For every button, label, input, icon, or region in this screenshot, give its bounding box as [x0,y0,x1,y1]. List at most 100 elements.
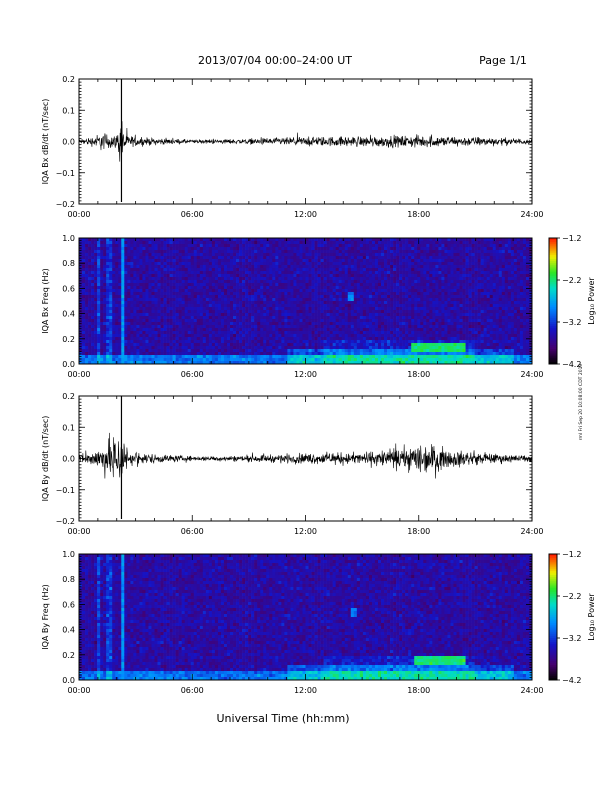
bx-spectrogram-cell [194,331,197,334]
bx-spectrogram-cell [333,241,336,244]
bx-spectrogram-cell [209,319,212,322]
bx-spectrogram-cell [348,262,351,265]
bx-spectrogram-cell [324,244,327,247]
bx-spectrogram-cell [191,244,194,247]
bx-spectrogram-cell [266,295,269,298]
bx-spectrogram-cell [348,328,351,331]
bx-spectrogram-cell [109,292,112,295]
bx-spectrogram-cell [330,283,333,286]
bx-spectrogram-cell [384,340,387,343]
bx-spectrogram-cell [390,295,393,298]
bx-spectrogram-cell [423,247,426,250]
bx-spectrogram-cell [302,304,305,307]
bx-spectrogram-cell [185,328,188,331]
bx-spectrogram-cell [127,352,130,355]
bx-spectrogram-cell [82,331,85,334]
bx-spectrogram-cell [182,355,185,358]
bx-spectrogram-cell [94,358,97,361]
bx-spectrogram-cell [127,250,130,253]
bx-spectrogram-cell [188,340,191,343]
bx-spectrogram-cell [408,319,411,322]
bx-spectrogram-cell [151,241,154,244]
bx-spectrogram-cell [414,346,417,349]
bx-spectrogram-cell [155,352,158,355]
bx-spectrogram-cell [100,295,103,298]
bx-spectrogram-cell [133,355,136,358]
bx-spectrogram-cell [369,355,372,358]
bx-spectrogram-cell [85,250,88,253]
bx-spectrogram-cell [405,286,408,289]
bx-spectrogram-cell [145,319,148,322]
bx-spectrogram-cell [417,262,420,265]
bx-spectrogram-cell [127,268,130,271]
bx-spectrogram-cell [366,334,369,337]
bx-spectrogram-cell [302,280,305,283]
bx-spectrogram-cell [372,289,375,292]
bx-spectrogram-cell [420,274,423,277]
bx-spectrogram-cell [423,331,426,334]
bx-spectrogram-cell [242,352,245,355]
bx-spectrogram-cell [94,313,97,316]
bx-spectrogram-cell [336,358,339,361]
bx-spectrogram-cell [200,256,203,259]
bx-spectrogram-cell [327,274,330,277]
bx-spectrogram-cell [215,307,218,310]
bx-spectrogram-cell [336,259,339,262]
bx-spectrogram-cell [148,346,151,349]
bx-spectrogram-cell [209,355,212,358]
bx-spectrogram-cell [133,259,136,262]
bx-spectrogram-cell [396,316,399,319]
bx-spectrogram-cell [299,346,302,349]
bx-spectrogram-cell [290,289,293,292]
bx-spectrogram-cell [293,295,296,298]
bx-spectrogram-cell [293,328,296,331]
bx-spectrogram-cell [224,244,227,247]
bx-spectrogram-cell [339,319,342,322]
bx-spectrogram-cell [188,256,191,259]
bx-spectrogram-cell [164,304,167,307]
bx-spectrogram-cell [161,292,164,295]
bx-spectrogram-cell [167,253,170,256]
bx-spectrogram-cell [299,319,302,322]
bx-spectrogram-cell [414,247,417,250]
bx-spectrogram-cell [321,283,324,286]
bx-spectrogram-cell [224,349,227,352]
bx-spectrogram-cell [384,319,387,322]
bx-spectrogram-cell [293,241,296,244]
bx-spectrogram-cell [248,286,251,289]
bx-spectrogram-cell [260,247,263,250]
bx-spectrogram-cell [315,295,318,298]
bx-spectrogram-cell [405,304,408,307]
bx-spectrogram-cell [372,328,375,331]
bx-spectrogram-cell [315,349,318,352]
bx-spectrogram-cell [369,274,372,277]
bx-spectrogram-cell [224,304,227,307]
bx-spectrogram-cell [330,241,333,244]
bx-spectrogram-cell [121,304,124,307]
bx-spectrogram-cell [378,298,381,301]
bx-spectrogram-cell [179,241,182,244]
bx-spectrogram-cell [206,352,209,355]
bx-spectrogram-cell [263,265,266,268]
bx-spectrogram-cell [423,328,426,331]
bx-spectrogram-cell [85,280,88,283]
bx-spectrogram-cell [269,340,272,343]
bx-spectrogram-cell [212,271,215,274]
bx-spectrogram-cell [239,280,242,283]
bx-spectrogram-cell [318,241,321,244]
bx-spectrogram-cell [260,292,263,295]
bx-spectrogram-cell [227,241,230,244]
bx-spectrogram-cell [248,325,251,328]
bx-spectrogram-cell [396,274,399,277]
bx-spectrogram-cell [405,268,408,271]
bx-spectrogram-cell [85,241,88,244]
bx-waveform-xtick-label: 24:00 [520,210,543,219]
bx-spectrogram-cell [275,253,278,256]
bx-spectrogram-cell [142,325,145,328]
bx-spectrogram-cell [318,325,321,328]
bx-spectrogram-cell [417,265,420,268]
bx-spectrogram-cell [318,250,321,253]
bx-spectrogram-cell [136,334,139,337]
bx-spectrogram-cell [115,292,118,295]
bx-spectrogram-cell [97,301,100,304]
